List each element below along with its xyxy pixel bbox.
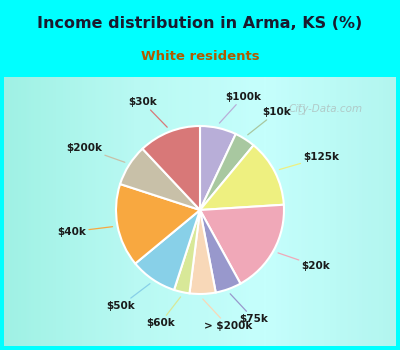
Wedge shape <box>142 126 200 210</box>
Text: ⦿: ⦿ <box>290 103 306 116</box>
Wedge shape <box>135 210 200 290</box>
Wedge shape <box>174 210 200 293</box>
Text: Income distribution in Arma, KS (%): Income distribution in Arma, KS (%) <box>37 16 363 31</box>
Text: $30k: $30k <box>128 97 167 127</box>
Text: $125k: $125k <box>279 152 339 170</box>
Wedge shape <box>200 145 284 210</box>
Text: White residents: White residents <box>141 50 259 63</box>
Text: $75k: $75k <box>230 294 268 324</box>
Wedge shape <box>190 210 216 294</box>
Wedge shape <box>200 134 254 210</box>
Text: $10k: $10k <box>248 107 291 135</box>
Text: $60k: $60k <box>146 297 180 328</box>
Text: $100k: $100k <box>220 92 261 123</box>
Wedge shape <box>200 210 240 293</box>
Text: $50k: $50k <box>106 284 150 311</box>
Wedge shape <box>120 149 200 210</box>
Text: > $200k: > $200k <box>203 299 252 331</box>
Wedge shape <box>200 205 284 284</box>
Text: $40k: $40k <box>57 227 112 237</box>
Text: $200k: $200k <box>66 143 125 162</box>
Text: $20k: $20k <box>278 253 330 271</box>
Wedge shape <box>116 184 200 264</box>
Wedge shape <box>200 126 236 210</box>
Text: City-Data.com: City-Data.com <box>288 104 362 114</box>
